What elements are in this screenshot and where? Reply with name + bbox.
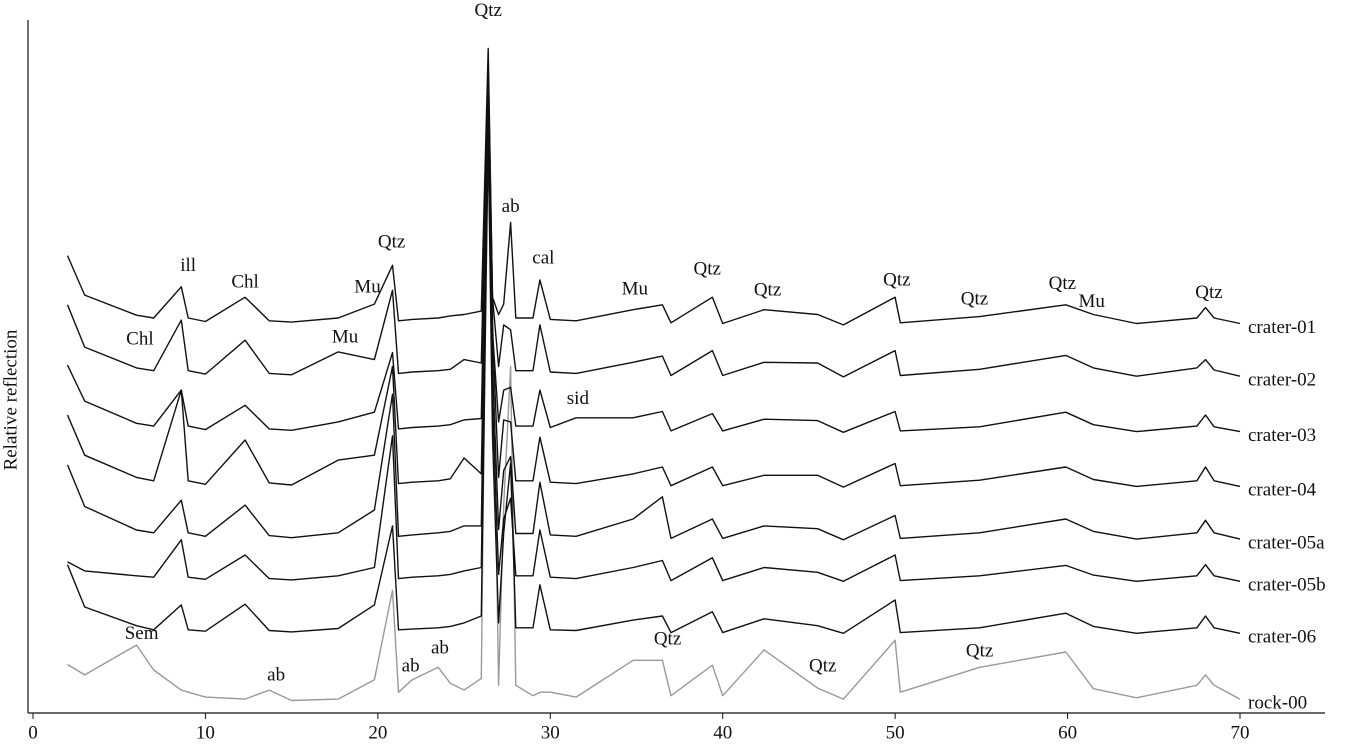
spectrum-line: [67, 60, 1241, 702]
x-tick-label: 20: [368, 722, 387, 743]
peak-label: Mu: [1079, 291, 1106, 312]
series-label: crater-02: [1248, 370, 1316, 391]
spectrum-line: [66, 95, 1241, 488]
series-label: crater-03: [1248, 425, 1316, 446]
x-tick-label: 60: [1058, 722, 1077, 743]
peak-label: Chl: [126, 329, 153, 350]
spectrum-line: [66, 109, 1241, 541]
peak-label: Chl: [231, 272, 258, 293]
x-tick-label: 70: [1231, 722, 1250, 743]
spectrum-line: [66, 67, 1241, 378]
x-tick-label: 10: [196, 722, 215, 743]
series-label: rock-00: [1248, 692, 1307, 713]
series-label: crater-06: [1248, 627, 1316, 648]
peak-label: Mu: [332, 326, 359, 347]
series-label: crater-04: [1248, 480, 1317, 501]
series-label: crater-05b: [1248, 575, 1326, 596]
peak-label: Qtz: [966, 640, 993, 661]
peak-label: ab: [267, 665, 285, 686]
peak-label: Qtz: [693, 259, 720, 280]
spectrum-line: [66, 137, 1241, 634]
spectrum-line: [66, 81, 1241, 433]
peak-label: Qtz: [754, 279, 781, 300]
peak-label: Qtz: [961, 288, 988, 309]
peak-label: ab: [402, 656, 420, 677]
peak-label: Mu: [354, 277, 381, 298]
peak-label: Qtz: [1049, 273, 1076, 294]
x-tick-label: 30: [541, 722, 560, 743]
spectrum-line: [66, 47, 1241, 326]
peak-label: ab: [502, 196, 520, 217]
peak-label: Qtz: [1195, 282, 1222, 303]
peak-label: sid: [567, 388, 590, 409]
peak-label: Qtz: [474, 0, 501, 21]
peak-label: Qtz: [378, 232, 405, 253]
peak-label: Qtz: [654, 629, 681, 650]
peak-label: Mu: [622, 279, 649, 300]
y-axis-label: Relative reflection: [0, 329, 21, 470]
peak-label: ab: [431, 638, 449, 659]
peak-label: Qtz: [809, 656, 836, 677]
x-tick-label: 50: [886, 722, 905, 743]
peak-label: ill: [180, 255, 196, 276]
peak-label: Qtz: [883, 270, 910, 291]
series-label: crater-05a: [1248, 532, 1325, 553]
series-label: crater-01: [1248, 317, 1316, 338]
peak-label: Sem: [125, 623, 159, 644]
x-tick-label: 0: [28, 722, 38, 743]
spectrum-line: [67, 123, 1241, 582]
peak-label: cal: [532, 247, 554, 268]
x-tick-label: 40: [713, 722, 732, 743]
